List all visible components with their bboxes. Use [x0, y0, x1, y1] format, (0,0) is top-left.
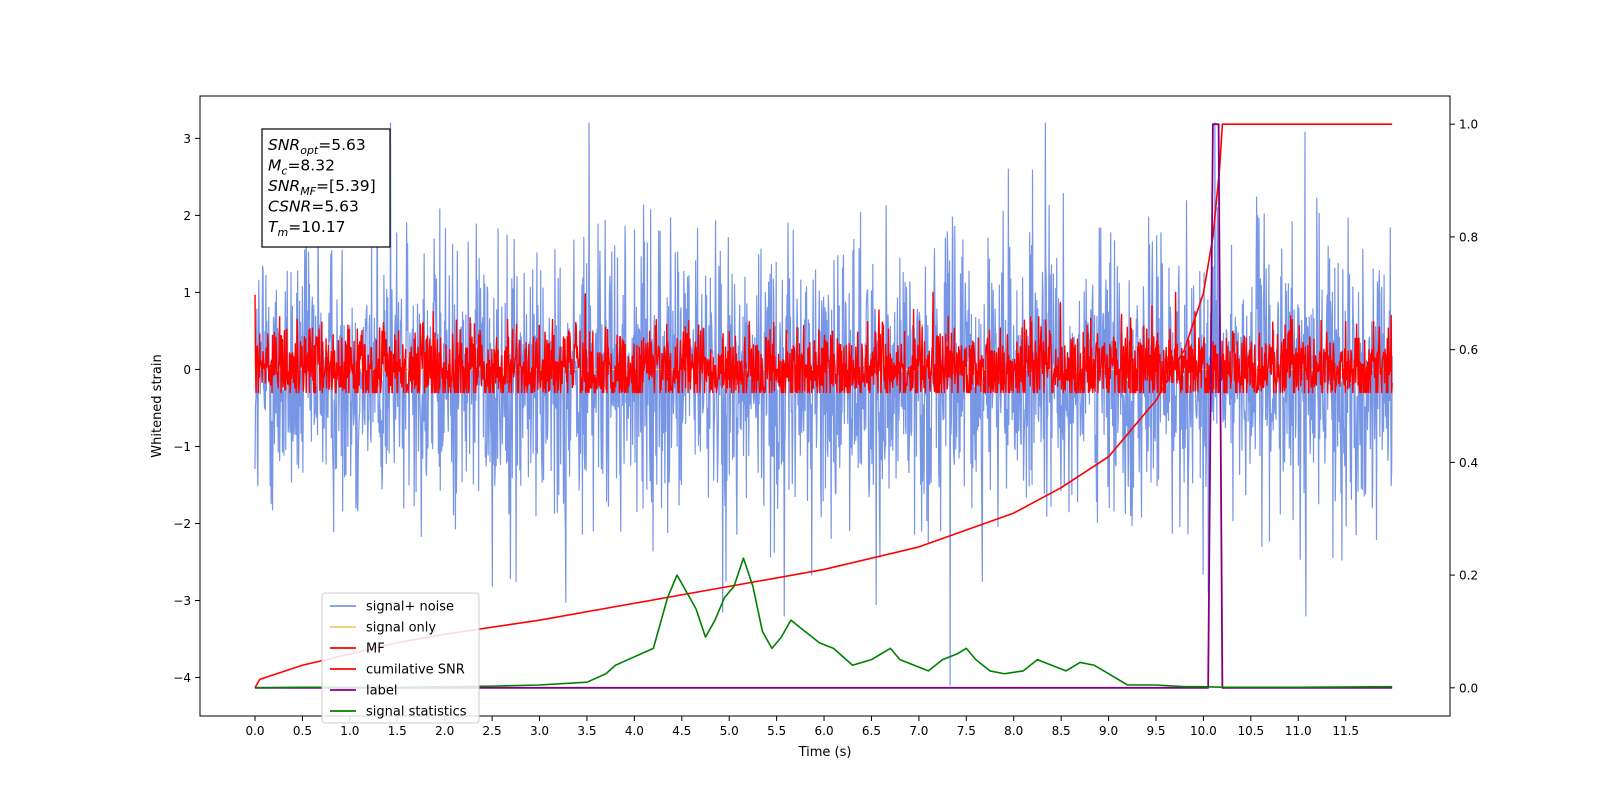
- legend-label: signal statistics: [366, 705, 467, 720]
- x-axis: 0.0 0.5 1.0 1.5 2.0 2.5 3.0 3.5 4.0 4.5 5.0 5.5 6.0 6…: [245, 716, 1359, 738]
- y-axis-label: Whitened strain: [150, 354, 165, 457]
- y-right-tick-label: 0.2: [1459, 569, 1478, 583]
- x-tick-label: 4.0: [625, 724, 644, 738]
- x-tick-label: 8.5: [1052, 724, 1071, 738]
- x-tick-label: 8.0: [1004, 724, 1023, 738]
- x-tick-label: 11.5: [1332, 724, 1359, 738]
- legend-label: cumilative SNR: [366, 663, 465, 678]
- x-tick-label: 11.0: [1285, 724, 1312, 738]
- series-line-mf: [254, 291, 1393, 394]
- x-tick-label: 0.0: [245, 724, 264, 738]
- x-tick-label: 3.0: [530, 724, 549, 738]
- x-tick-label: 0.5: [293, 724, 312, 738]
- x-tick-label: 4.5: [672, 724, 691, 738]
- annotation-line: CSNR=5.63: [268, 198, 359, 216]
- x-tick-label: 3.5: [577, 724, 596, 738]
- x-tick-label: 10.0: [1190, 724, 1217, 738]
- annotation-line: Mc=8.32: [268, 157, 335, 178]
- y-left-tick-label: 3: [183, 132, 191, 146]
- y-axis-right: 1.0 0.8 0.6 0.4 0.2 0.0: [1450, 118, 1478, 695]
- annotation-line: Tm=10.17: [268, 218, 346, 239]
- y-left-tick-label: −4: [173, 671, 191, 685]
- y-left-tick-label: −3: [173, 594, 191, 608]
- x-tick-label: 9.0: [1099, 724, 1118, 738]
- y-right-tick-label: 0.0: [1459, 681, 1478, 695]
- y-right-tick-label: 0.8: [1459, 230, 1478, 244]
- y-right-tick-label: 1.0: [1459, 118, 1478, 132]
- y-left-tick-label: 2: [183, 209, 191, 223]
- x-tick-label: 6.0: [815, 724, 834, 738]
- x-tick-label: 5.5: [767, 724, 786, 738]
- annotation-frame: [261, 128, 391, 248]
- annotation-line: SNRopt=5.63: [268, 136, 366, 157]
- y-left-tick-label: 1: [183, 286, 191, 300]
- x-tick-label: 5.0: [720, 724, 739, 738]
- legend-label: signal only: [366, 621, 436, 636]
- y-axis-left: 3 2 1 0 −1 −2 −3 −4: [173, 132, 200, 685]
- x-tick-label: 6.5: [862, 724, 881, 738]
- legend-label: MF: [366, 642, 385, 657]
- legend: signal+ noise signal only MF cumilative SNR…: [321, 592, 480, 724]
- annotation-line: SNRMF=[5.39]: [268, 177, 376, 198]
- series-line-signal-statistics: [255, 557, 1393, 689]
- x-tick-label: 10.5: [1237, 724, 1264, 738]
- x-tick-label: 7.0: [909, 724, 928, 738]
- plot-frame: [199, 95, 1451, 717]
- legend-label: signal+ noise: [366, 600, 454, 615]
- x-tick-label: 9.5: [1146, 724, 1165, 738]
- x-tick-label: 7.5: [957, 724, 976, 738]
- y-right-tick-label: 0.6: [1459, 343, 1478, 357]
- x-tick-label: 2.0: [435, 724, 454, 738]
- x-tick-label: 1.5: [388, 724, 407, 738]
- x-axis-label: Time (s): [798, 745, 852, 760]
- y-left-tick-label: −2: [173, 517, 191, 531]
- x-tick-label: 2.5: [483, 724, 502, 738]
- y-left-tick-label: −1: [173, 440, 191, 454]
- legend-frame: [321, 592, 480, 724]
- y-right-tick-label: 0.4: [1459, 456, 1478, 470]
- legend-label: label: [366, 684, 397, 699]
- y-left-tick-label: 0: [183, 363, 191, 377]
- x-tick-label: 1.0: [340, 724, 359, 738]
